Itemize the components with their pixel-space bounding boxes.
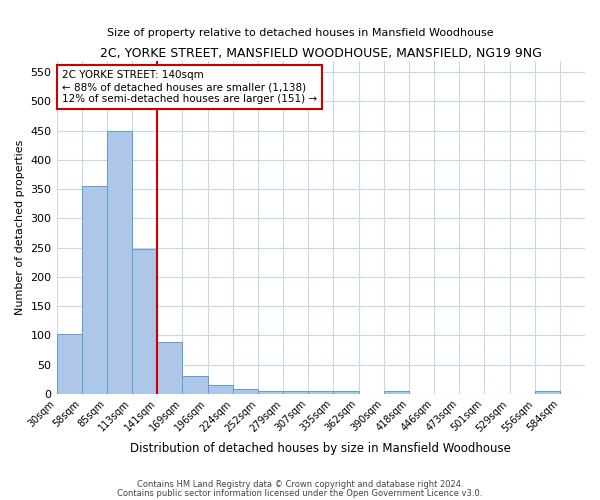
Title: 2C, YORKE STREET, MANSFIELD WOODHOUSE, MANSFIELD, NG19 9NG: 2C, YORKE STREET, MANSFIELD WOODHOUSE, M… [100, 48, 542, 60]
Bar [308, 391, 334, 394]
Text: Contains HM Land Registry data © Crown copyright and database right 2024.: Contains HM Land Registry data © Crown c… [137, 480, 463, 489]
X-axis label: Distribution of detached houses by size in Mansfield Woodhouse: Distribution of detached houses by size … [130, 442, 511, 455]
Bar [334, 392, 359, 394]
Bar [383, 391, 409, 394]
Bar [283, 391, 308, 394]
Y-axis label: Number of detached properties: Number of detached properties [15, 140, 25, 315]
Text: Size of property relative to detached houses in Mansfield Woodhouse: Size of property relative to detached ho… [107, 28, 493, 38]
Text: Contains public sector information licensed under the Open Government Licence v3: Contains public sector information licen… [118, 488, 482, 498]
Bar [107, 130, 132, 394]
Bar [182, 376, 208, 394]
Bar [82, 186, 107, 394]
Text: 2C YORKE STREET: 140sqm
← 88% of detached houses are smaller (1,138)
12% of semi: 2C YORKE STREET: 140sqm ← 88% of detache… [62, 70, 317, 104]
Bar [56, 334, 82, 394]
Bar [132, 250, 157, 394]
Bar [233, 388, 258, 394]
Bar [535, 391, 560, 394]
Bar [258, 391, 283, 394]
Bar [208, 385, 233, 394]
Bar [157, 342, 182, 394]
